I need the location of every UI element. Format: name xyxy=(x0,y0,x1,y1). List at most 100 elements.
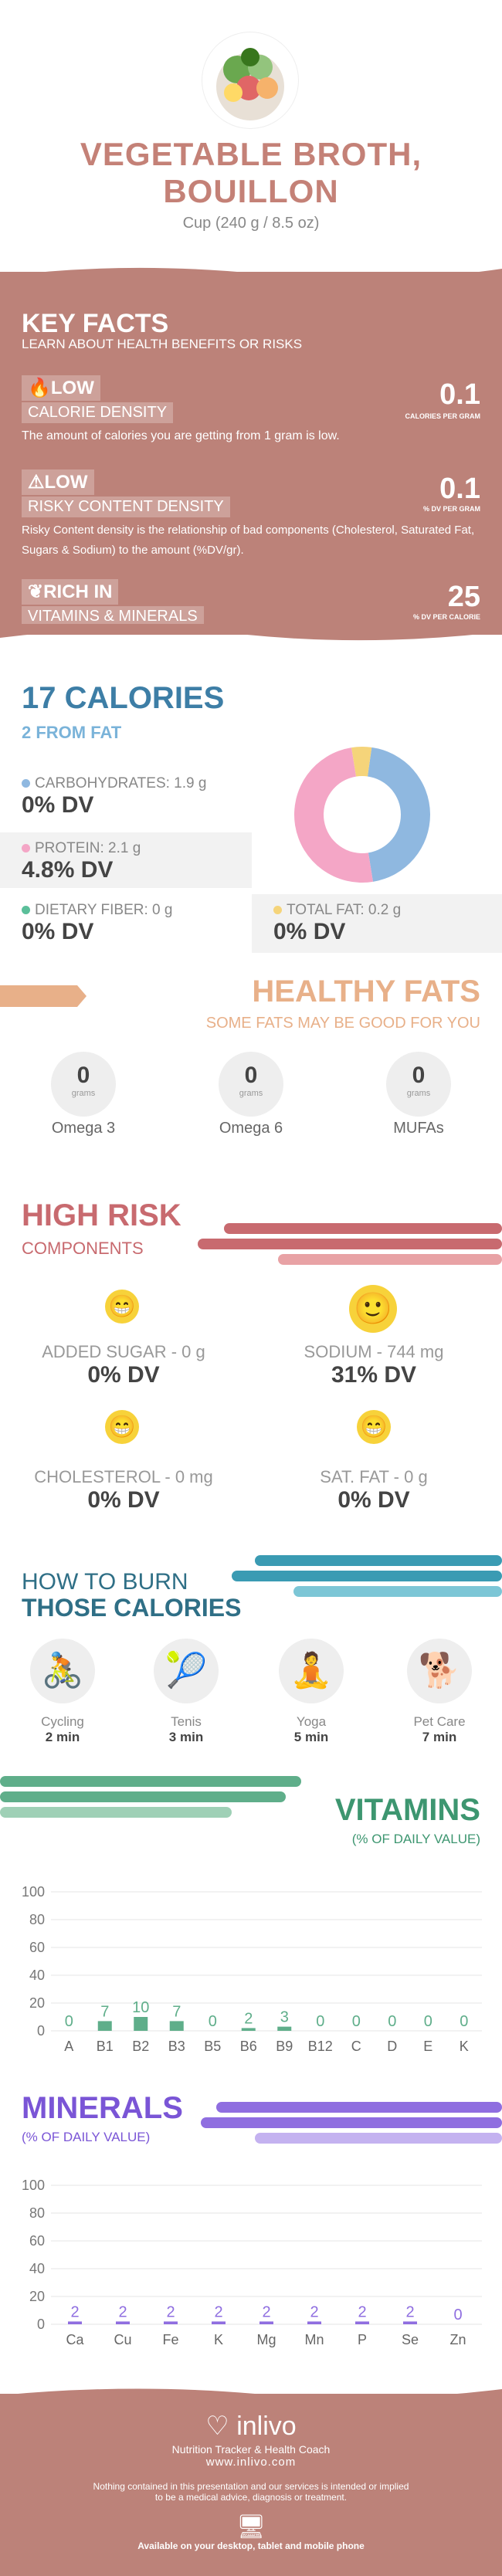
vitamins-title: VITAMINS xyxy=(334,1793,480,1827)
x-tick-label: B2 xyxy=(132,2039,149,2054)
bar-value-label: 0 xyxy=(316,2013,324,2030)
veggie-bowl-image xyxy=(202,32,298,128)
happy-face-icon: 😁 xyxy=(105,1410,139,1444)
nutrient-fiber: DIETARY FIBER: 0 g 0% DV xyxy=(22,902,173,944)
bar-value-label: 7 xyxy=(100,2003,109,2020)
fact-vitamins: ❦RICH IN VITAMINS & MINERALS xyxy=(22,579,204,627)
serving-size: Cup (240 g / 8.5 oz) xyxy=(182,215,320,232)
risk-dv: 31% DV xyxy=(331,1362,417,1388)
tagline: Nutrition Tracker & Health Coach xyxy=(171,2443,331,2456)
vitamins-stripe xyxy=(0,1807,232,1818)
y-tick-label: 40 xyxy=(29,2261,45,2276)
burn-stripe xyxy=(232,1571,502,1581)
footer-link[interactable]: www.inlivo.com xyxy=(205,2456,297,2469)
bar-value-label: 0 xyxy=(352,2013,361,2030)
heart-icon: ♡ xyxy=(205,2412,229,2441)
x-tick-label: Zn xyxy=(449,2332,466,2347)
bar-value-label: 2 xyxy=(244,2010,253,2027)
bar-value-label: 2 xyxy=(70,2303,79,2320)
x-tick-label: Cu xyxy=(114,2332,131,2347)
nutrient-fat: TOTAL FAT: 0.2 g 0% DV xyxy=(273,902,402,944)
bar-Se xyxy=(403,2321,417,2324)
wave-bottom xyxy=(0,624,502,641)
x-tick-label: K xyxy=(460,2039,469,2054)
bar-value-label: 0 xyxy=(460,2013,468,2030)
fact-calorie-density: 🔥LOW CALORIE DENSITY xyxy=(22,375,174,423)
brand-logo: ♡ inlivo xyxy=(205,2412,297,2441)
fact-label: CALORIE DENSITY xyxy=(22,402,174,423)
y-tick-label: 100 xyxy=(22,1884,45,1900)
activity-yoga: 🧘 Yoga 5 min xyxy=(261,1639,361,1745)
minerals-title: MINERALS xyxy=(22,2091,183,2125)
bar-Cu xyxy=(116,2321,130,2324)
risk-label: SAT. FAT - 0 g xyxy=(320,1467,428,1486)
donut-slice-carbs xyxy=(367,747,430,882)
fact-desc: The amount of calories you are getting f… xyxy=(22,429,340,442)
key-facts-section: KEY FACTS LEARN ABOUT HEALTH BENEFITS OR… xyxy=(0,267,502,641)
disclaimer: to be a medical advice, diagnosis or tre… xyxy=(154,2492,348,2503)
tennis-icon: 🎾 xyxy=(154,1639,219,1703)
bar-value-label: 0 xyxy=(209,2013,217,2030)
risk-stripe xyxy=(224,1223,502,1234)
minerals-subtitle: (% OF DAILY VALUE) xyxy=(22,2130,151,2144)
bar-K xyxy=(212,2321,226,2324)
footer-wave xyxy=(0,2388,502,2406)
fact-label: RISKY CONTENT DENSITY xyxy=(22,497,230,517)
burn-title2: THOSE CALORIES xyxy=(22,1594,242,1622)
carbs-dot xyxy=(22,779,30,788)
devices-icon: 🖥 xyxy=(236,2514,266,2540)
x-tick-label: B12 xyxy=(308,2039,333,2054)
x-tick-label: D xyxy=(387,2039,397,2054)
leaf-icon: ❦ xyxy=(28,581,44,602)
y-tick-label: 20 xyxy=(29,1995,45,2011)
fact-unit: % DV PER GRAM xyxy=(422,505,480,513)
bar-B9 xyxy=(277,2026,292,2031)
mufa-label: MUFAs xyxy=(393,1120,444,1137)
page-title: VEGETABLE BROTH, BOUILLON xyxy=(80,136,422,209)
dog-walk-icon: 🐕 xyxy=(407,1639,472,1703)
x-tick-label: K xyxy=(214,2332,223,2347)
burn-stripe xyxy=(293,1586,502,1597)
nutrient-protein: PROTEIN: 2.1 g 4.8% DV xyxy=(22,840,141,883)
x-tick-label: Fe xyxy=(162,2332,178,2347)
donut-slice-protein xyxy=(294,747,373,883)
risk-dv: 0% DV xyxy=(337,1487,410,1513)
key-facts-title: KEY FACTS xyxy=(22,309,169,338)
burn-stripe xyxy=(255,1555,502,1566)
bar-value-label: 3 xyxy=(280,2009,289,2026)
yoga-icon: 🧘 xyxy=(279,1639,344,1703)
x-tick-label: B9 xyxy=(276,2039,293,2054)
protein-dot xyxy=(22,844,30,853)
fat-bg xyxy=(252,894,502,953)
y-tick-label: 60 xyxy=(29,2233,45,2249)
bar-value-label: 2 xyxy=(405,2303,414,2320)
y-tick-label: 0 xyxy=(37,2023,45,2039)
fat-dot xyxy=(273,906,282,915)
x-tick-label: B5 xyxy=(204,2039,221,2054)
minerals-chart: 0 20 40 60 80 100 2 Ca 2 Cu 2 Fe 2 K 2 Mg 2 Mn 2 P 2 Se 0 Zn xyxy=(22,2178,482,2347)
risk-dv: 0% DV xyxy=(87,1362,160,1388)
bar-Mg xyxy=(259,2321,273,2324)
bar-value-label: 2 xyxy=(166,2303,175,2320)
vitamins-subtitle: (% OF DAILY VALUE) xyxy=(351,1832,480,1846)
risk-label: CHOLESTEROL - 0 mg xyxy=(34,1467,213,1486)
risk-stripe xyxy=(198,1239,502,1249)
warning-icon: ⚠ xyxy=(28,472,45,493)
bar-B3 xyxy=(169,2021,184,2031)
risk-dv: 0% DV xyxy=(87,1487,160,1513)
neutral-face-icon: 🙂 xyxy=(349,1285,397,1333)
omega6-circle: 0 grams xyxy=(219,1052,283,1117)
x-tick-label: B1 xyxy=(97,2039,114,2054)
risk-title: HIGH RISK xyxy=(22,1198,181,1232)
y-tick-label: 20 xyxy=(29,2289,45,2304)
bar-value-label: 2 xyxy=(118,2303,127,2320)
risk-stripe xyxy=(278,1254,502,1265)
minerals-stripe xyxy=(216,2102,502,2113)
fact-value: 25 xyxy=(447,581,480,613)
mufa-circle: 0 grams xyxy=(386,1052,451,1117)
y-tick-label: 100 xyxy=(22,2178,45,2193)
fats-subtitle: SOME FATS MAY BE GOOD FOR YOU xyxy=(205,1015,480,1032)
x-tick-label: Mn xyxy=(304,2332,324,2347)
bar-Mn xyxy=(307,2321,321,2324)
macro-donut-chart xyxy=(294,747,430,883)
